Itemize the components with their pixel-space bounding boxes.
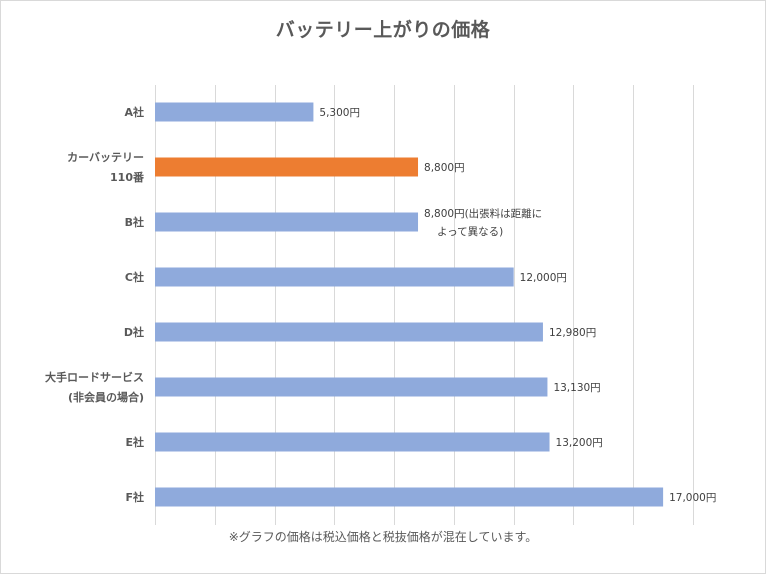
category-label: カーバッテリー 110番 bbox=[67, 151, 145, 184]
bar bbox=[155, 212, 419, 232]
bar bbox=[155, 487, 664, 507]
bar bbox=[155, 102, 314, 122]
data-label: 12,980円 bbox=[549, 327, 596, 339]
data-label: 8,800円(出張料は距離によって異なる) bbox=[424, 207, 542, 238]
bar bbox=[155, 267, 514, 287]
bar bbox=[155, 157, 419, 177]
category-label: 大手ロードサービス(非会員の場合) bbox=[45, 370, 144, 404]
category-label: F社 bbox=[125, 490, 144, 504]
bar bbox=[155, 432, 550, 452]
category-label: A社 bbox=[124, 105, 144, 119]
gridlines bbox=[155, 85, 694, 525]
data-labels: 5,300円 8,800円 8,800円(出張料は距離によって異なる) 12,000円… bbox=[319, 107, 716, 504]
data-label: 5,300円 bbox=[319, 107, 360, 119]
chart-title: バッテリー上がりの価格 bbox=[275, 19, 491, 41]
category-label: E社 bbox=[125, 435, 144, 449]
bars bbox=[155, 102, 664, 507]
bar bbox=[155, 322, 543, 342]
category-label: C社 bbox=[125, 270, 144, 284]
data-label: 8,800円 bbox=[424, 162, 465, 174]
category-label: B社 bbox=[125, 215, 144, 229]
data-label: 12,000円 bbox=[520, 272, 567, 284]
bar bbox=[155, 377, 548, 397]
chart-footnote: ※グラフの価格は税込価格と税抜価格が混在しています。 bbox=[228, 530, 538, 544]
category-label: D社 bbox=[124, 325, 144, 339]
data-label: 13,130円 bbox=[553, 382, 600, 394]
data-label: 17,000円 bbox=[669, 492, 716, 504]
data-label: 13,200円 bbox=[556, 437, 603, 449]
